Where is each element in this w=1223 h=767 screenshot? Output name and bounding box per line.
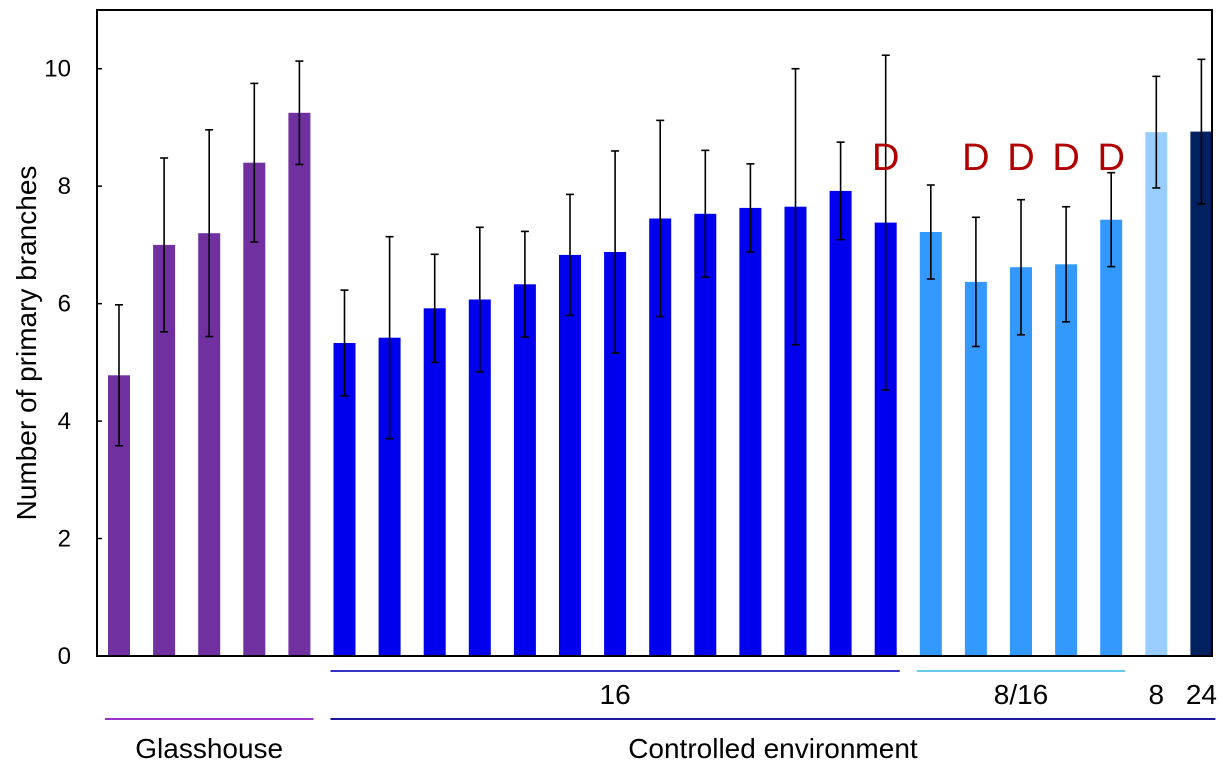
bar-25	[1190, 131, 1213, 657]
error-bar-1	[115, 304, 123, 447]
significance-annotation: D	[1097, 137, 1124, 179]
significance-annotation: D	[962, 137, 989, 179]
y-tick-label: 6	[58, 291, 71, 318]
significance-annotation: D	[1007, 137, 1034, 179]
photoperiod-label: 16	[600, 679, 631, 710]
photoperiod-label: 8/16	[994, 679, 1049, 710]
error-bar-15	[746, 163, 755, 253]
group-labels-layer: 16 8/16 8 24 Glasshouse Controlled environmen…	[105, 670, 1217, 764]
bar-19	[919, 232, 942, 656]
error-bar-22	[1062, 205, 1071, 323]
bar-10	[513, 284, 536, 656]
bar-20	[964, 281, 987, 656]
error-bar-17	[836, 141, 845, 241]
error-bars-layer	[115, 54, 1206, 447]
bar-21	[1010, 267, 1032, 656]
bar-1	[108, 375, 130, 656]
bar-24	[1145, 132, 1168, 656]
error-bar-2	[160, 157, 169, 333]
error-bar-21	[1017, 198, 1025, 336]
bar-17	[829, 190, 852, 656]
error-bar-20	[971, 216, 980, 348]
error-bar-3	[205, 129, 214, 338]
error-bar-18	[881, 54, 890, 391]
y-ticks-layer: 0 2 4 6 8 10	[44, 56, 102, 670]
error-bar-14	[701, 149, 710, 279]
error-bar-13	[656, 119, 665, 318]
environment-label: Glasshouse	[135, 733, 283, 764]
y-tick-label: 4	[58, 408, 71, 435]
error-bar-7	[385, 235, 394, 440]
y-tick-label: 10	[44, 56, 71, 83]
y-axis-title: Number of primary branches	[11, 166, 42, 521]
bar-12	[604, 252, 627, 656]
error-bar-11	[566, 193, 574, 317]
plot-frame	[96, 9, 1213, 657]
error-bar-10	[520, 230, 529, 338]
error-bar-24	[1152, 75, 1161, 189]
error-bar-4	[250, 82, 259, 243]
bar-13	[649, 218, 672, 656]
error-bar-8	[430, 253, 439, 364]
error-bar-25	[1197, 58, 1206, 205]
y-tick-label: 8	[58, 173, 71, 200]
bar-4	[243, 162, 266, 656]
photoperiod-label: 8	[1149, 679, 1165, 710]
error-bar-5	[295, 60, 304, 166]
bar-15	[739, 207, 762, 656]
bar-5	[288, 112, 311, 657]
bar-9	[468, 299, 491, 656]
bar-3	[198, 233, 221, 656]
bar-8	[423, 308, 446, 656]
error-bar-19	[926, 184, 935, 280]
bar-7	[378, 337, 401, 656]
bar-14	[694, 213, 717, 657]
bar-23	[1100, 219, 1123, 656]
bar-6	[333, 343, 356, 656]
bars-layer	[108, 112, 1213, 657]
bar-11	[559, 254, 581, 656]
bar-2	[153, 244, 176, 656]
photoperiod-label: 24	[1186, 679, 1217, 710]
y-tick-label: 0	[58, 643, 71, 670]
error-bar-12	[611, 150, 620, 354]
bar-18	[874, 222, 897, 656]
significance-annotation: D	[872, 137, 899, 179]
error-bar-16	[791, 67, 800, 346]
bar-22	[1055, 264, 1078, 656]
error-bar-23	[1107, 171, 1116, 268]
environment-label: Controlled environment	[628, 733, 918, 764]
y-tick-label: 2	[58, 526, 71, 553]
significance-annotation: D	[1052, 137, 1079, 179]
error-bar-6	[340, 289, 349, 397]
error-bar-9	[475, 226, 484, 373]
bar-16	[784, 206, 807, 656]
